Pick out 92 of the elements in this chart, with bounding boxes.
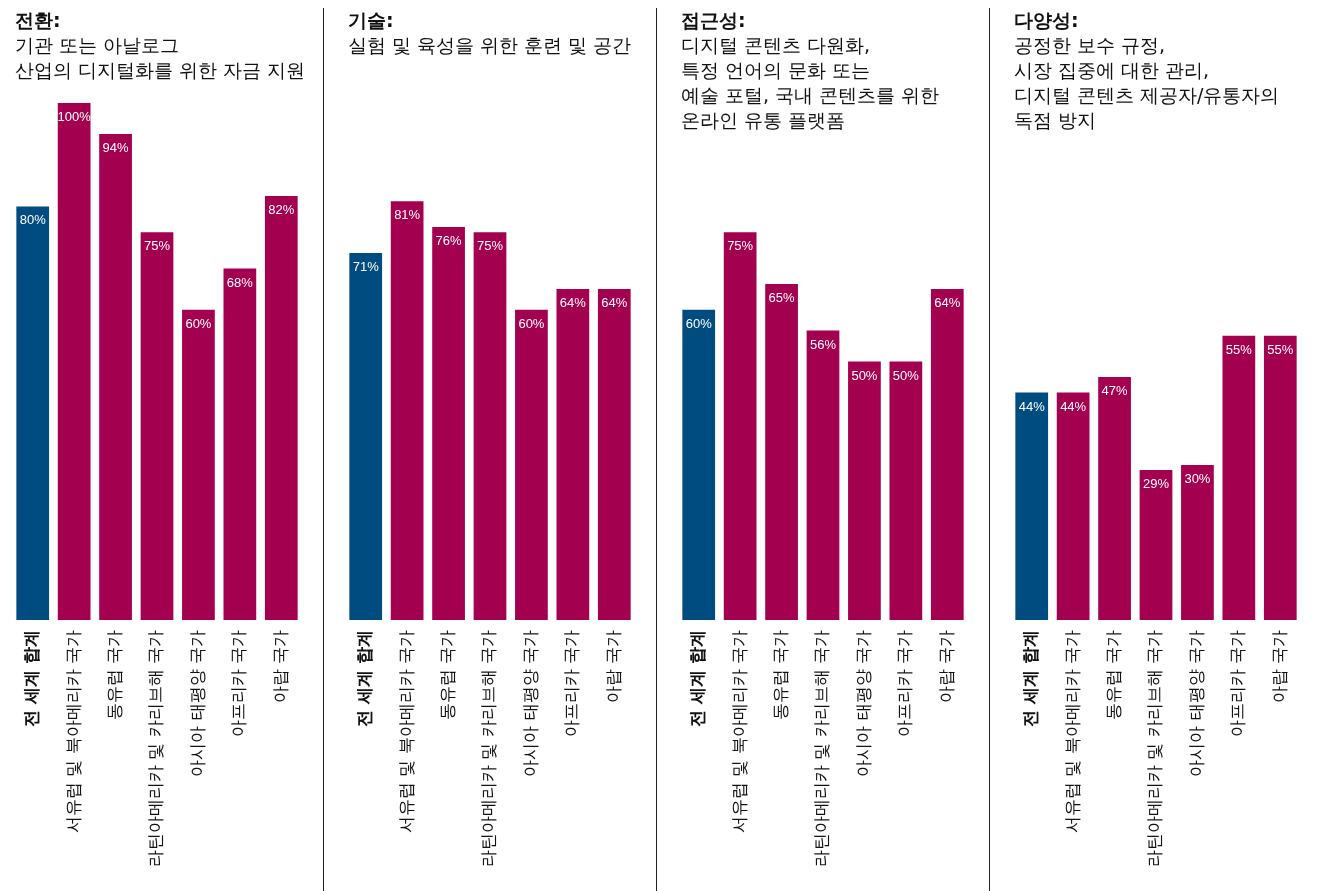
bar bbox=[1098, 377, 1131, 620]
bar bbox=[57, 103, 91, 620]
x-tick-label: 전 세계 합계 bbox=[1020, 630, 1041, 727]
data-label: 50% bbox=[851, 367, 878, 383]
x-tick-label: 동유럽 국가 bbox=[769, 630, 790, 721]
bar bbox=[223, 268, 257, 620]
chart-title: 전환: bbox=[15, 8, 62, 33]
data-label: 30% bbox=[1184, 470, 1211, 486]
x-tick-label: 라틴아메리카 및 카리브해 국가 bbox=[811, 630, 832, 868]
data-label: 47% bbox=[1101, 383, 1129, 399]
bar bbox=[99, 134, 132, 620]
x-tick-label: 라틴아메리카 및 카리브해 국가 bbox=[478, 630, 499, 868]
x-tick-label: 라틴아메리카 및 카리브해 국가 bbox=[145, 630, 166, 868]
x-tick-label: 아랍 국가 bbox=[269, 630, 290, 704]
x-tick-label: 아랍 국가 bbox=[935, 630, 956, 704]
chart-title: 접근성: bbox=[681, 8, 747, 33]
data-label: 100% bbox=[57, 109, 92, 125]
bar bbox=[264, 196, 298, 620]
chart-title: 다양성: bbox=[1014, 8, 1080, 33]
x-tick-label: 전 세계 합계 bbox=[687, 630, 708, 727]
chart-subtitle: 실험 및 육성을 위한 훈련 및 공간 bbox=[348, 33, 632, 58]
data-label: 60% bbox=[185, 315, 212, 331]
x-tick-label: 아프리카 국가 bbox=[228, 630, 249, 738]
data-label: 50% bbox=[892, 367, 920, 383]
x-tick-label: 서유럽 및 북아메리카 국가 bbox=[728, 630, 749, 834]
x-tick-label: 아프리카 국가 bbox=[894, 630, 915, 738]
data-label: 64% bbox=[934, 295, 961, 311]
x-tick-label: 서유럽 및 북아메리카 국가 bbox=[62, 630, 83, 834]
bar bbox=[1056, 392, 1090, 620]
data-label: 60% bbox=[518, 315, 545, 331]
bar bbox=[556, 289, 590, 620]
x-tick-label: 라틴아메리카 및 카리브해 국가 bbox=[1144, 630, 1165, 868]
data-label: 94% bbox=[102, 140, 130, 156]
x-tick-label: 동유럽 국가 bbox=[1102, 630, 1123, 721]
bar bbox=[682, 309, 716, 620]
data-label: 64% bbox=[559, 295, 587, 311]
chart-subtitle: 디지털 콘텐츠 다원화, 특정 언어의 문화 또는 예술 포털, 국내 콘텐츠를 위한 온라인 유통 플랫폼 bbox=[681, 33, 940, 133]
data-label: 75% bbox=[727, 238, 754, 254]
bar bbox=[723, 232, 757, 620]
data-label: 81% bbox=[394, 207, 421, 223]
bar bbox=[349, 252, 383, 620]
bar bbox=[432, 227, 465, 620]
data-label: 65% bbox=[768, 290, 796, 306]
x-tick-label: 전 세계 합계 bbox=[354, 630, 375, 727]
chart-subtitle: 공정한 보수 규정, 시장 집중에 대한 관리, 디지털 콘텐츠 제공자/유통자의 독점 방지 bbox=[1014, 33, 1280, 133]
x-tick-label: 아랍 국가 bbox=[602, 630, 623, 704]
bar bbox=[848, 361, 881, 620]
data-label: 68% bbox=[226, 274, 254, 290]
bar bbox=[390, 201, 424, 620]
x-tick-label: 아프리카 국가 bbox=[561, 630, 582, 738]
data-label: 60% bbox=[685, 315, 713, 331]
bar bbox=[1015, 392, 1049, 620]
bar bbox=[1139, 470, 1173, 620]
bar bbox=[889, 361, 923, 620]
data-label: 75% bbox=[476, 238, 504, 254]
chart-subtitle: 기관 또는 아날로그 산업의 디지털화를 위한 자금 지원 bbox=[15, 33, 306, 83]
bar bbox=[1222, 335, 1256, 620]
chart-title: 기술: bbox=[348, 8, 395, 33]
x-tick-label: 아랍 국가 bbox=[1268, 630, 1289, 704]
x-tick-label: 동유럽 국가 bbox=[436, 630, 457, 721]
data-label: 76% bbox=[435, 233, 463, 249]
bar bbox=[765, 283, 798, 620]
x-tick-label: 아시아 태평양 국가 bbox=[1185, 630, 1206, 777]
data-label: 44% bbox=[1060, 398, 1087, 414]
x-tick-label: 아시아 태평양 국가 bbox=[519, 630, 540, 777]
bar bbox=[930, 289, 964, 620]
x-tick-label: 아시아 태평양 국가 bbox=[186, 630, 207, 777]
bar bbox=[473, 232, 507, 620]
x-tick-label: 서유럽 및 북아메리카 국가 bbox=[395, 630, 416, 834]
x-tick-label: 서유럽 및 북아메리카 국가 bbox=[1061, 630, 1082, 834]
data-label: 75% bbox=[143, 238, 171, 254]
data-label: 82% bbox=[268, 202, 295, 218]
data-label: 44% bbox=[1018, 398, 1046, 414]
data-label: 55% bbox=[1225, 341, 1253, 357]
data-label: 56% bbox=[809, 336, 837, 352]
x-tick-label: 아프리카 국가 bbox=[1227, 630, 1248, 738]
bar bbox=[182, 309, 215, 620]
data-label: 64% bbox=[601, 295, 628, 311]
bar bbox=[597, 289, 631, 620]
bar bbox=[1181, 464, 1214, 620]
bar bbox=[1263, 335, 1297, 620]
data-label: 29% bbox=[1142, 476, 1170, 492]
bar bbox=[515, 309, 548, 620]
bar bbox=[140, 232, 174, 620]
data-label: 71% bbox=[352, 259, 380, 275]
bar bbox=[806, 330, 840, 620]
data-label: 80% bbox=[19, 212, 47, 228]
x-tick-label: 전 세계 합계 bbox=[21, 630, 42, 727]
bar bbox=[16, 206, 50, 620]
x-tick-label: 아시아 태평양 국가 bbox=[852, 630, 873, 777]
x-tick-label: 동유럽 국가 bbox=[103, 630, 124, 721]
data-label: 55% bbox=[1267, 341, 1294, 357]
